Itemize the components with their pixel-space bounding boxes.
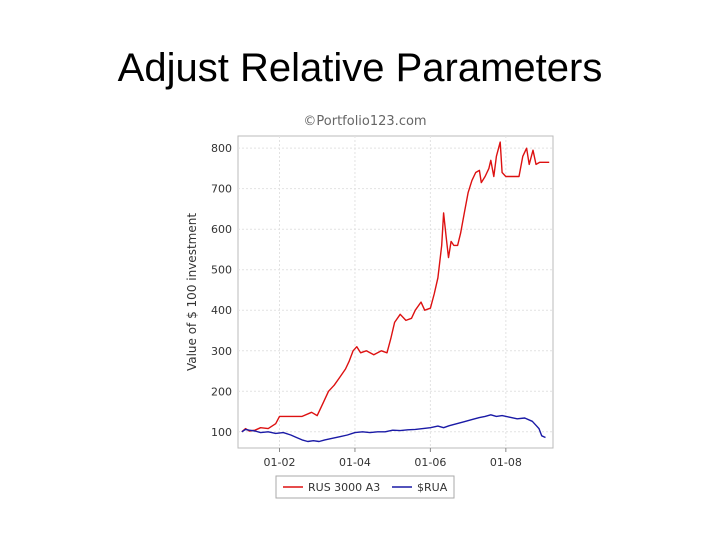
y-tick-label: 300 [211,345,232,358]
line-chart: ©Portfolio123.com 100 200 300 400 500 600 700 8… [185,114,554,499]
y-tick-label: 500 [211,264,232,277]
legend-label-0: RUS 3000 A3 [308,481,380,494]
y-tick-label: 100 [211,426,232,439]
x-tick-label: 01-02 [264,456,296,469]
series-line-1 [241,414,546,443]
x-tick-label: 01-08 [490,456,522,469]
x-tick-label: 01-06 [414,456,446,469]
slide-title: Adjust Relative Parameters [117,46,603,90]
y-tick-label: 400 [211,304,232,317]
plot-area [237,135,554,449]
legend-box [275,475,455,499]
y-tick-label: 700 [211,183,232,196]
y-axis-ticks: 100 200 300 400 500 600 700 800 [211,142,232,439]
legend: RUS 3000 A3 $RUA [283,481,448,494]
x-axis-ticks: 01-02 01-04 01-06 01-08 [264,448,522,469]
series-line-0 [241,141,550,433]
y-tick-label: 200 [211,385,232,398]
y-tick-label: 800 [211,142,232,155]
legend-label-1: $RUA [417,481,448,494]
grid-lines [238,136,553,448]
y-tick-label: 600 [211,223,232,236]
x-tick-label: 01-04 [339,456,371,469]
series-group [241,141,550,443]
y-axis-label: Value of $ 100 investment [185,213,199,371]
chart-credit: ©Portfolio123.com [303,114,426,129]
